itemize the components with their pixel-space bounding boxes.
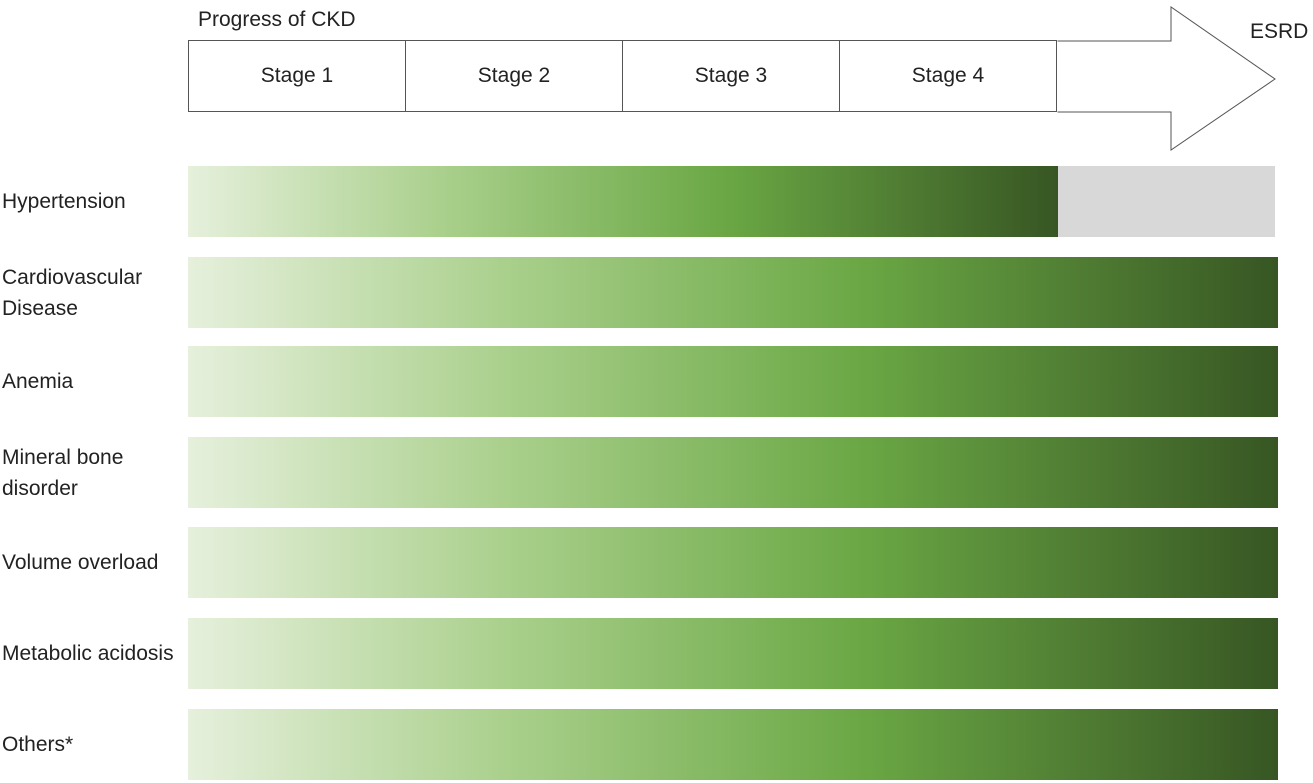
bar-gradient-fill [188,527,1278,598]
condition-bar [188,166,1275,237]
condition-label: Others* [2,733,74,756]
bar-gradient-fill [188,346,1278,417]
esrd-arrow-icon [1057,6,1276,151]
bar-gradient-fill [188,709,1278,780]
condition-bar [188,527,1278,598]
condition-bar [188,709,1278,780]
stage-4-cell: Stage 4 [911,64,985,87]
condition-label: Hypertension [2,190,126,213]
stage-3-cell: Stage 3 [623,41,840,111]
bar-gradient-fill [188,257,1278,328]
condition-label: Mineral bone disorder [2,445,124,500]
bar-gradient-fill [188,618,1278,689]
condition-bar [188,437,1278,508]
condition-label: Cardiovascular Disease [2,265,143,320]
condition-bar [188,257,1278,328]
condition-bar [188,346,1278,417]
stage-2-cell: Stage 2 [406,41,623,111]
diagram-title: Progress of CKD [198,8,356,31]
bar-gradient-fill [188,437,1278,508]
condition-bar [188,618,1278,689]
condition-label: Anemia [2,370,74,393]
stage-strip: Stage 1 Stage 2 Stage 3 Stage 4 [188,40,1057,112]
condition-label: Metabolic acidosis [2,642,174,665]
condition-label: Volume overload [2,551,159,574]
bar-gradient-fill [188,166,1058,237]
stage-1-cell: Stage 1 [189,41,406,111]
esrd-label: ESRD [1250,20,1309,43]
